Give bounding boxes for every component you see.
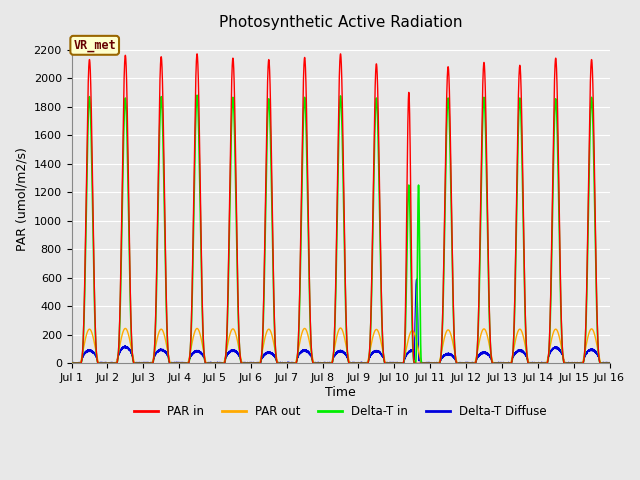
Legend: PAR in, PAR out, Delta-T in, Delta-T Diffuse: PAR in, PAR out, Delta-T in, Delta-T Dif…	[130, 401, 552, 423]
Y-axis label: PAR (umol/m2/s): PAR (umol/m2/s)	[15, 147, 28, 252]
X-axis label: Time: Time	[325, 386, 356, 399]
Title: Photosynthetic Active Radiation: Photosynthetic Active Radiation	[219, 15, 462, 30]
Text: VR_met: VR_met	[74, 39, 116, 52]
